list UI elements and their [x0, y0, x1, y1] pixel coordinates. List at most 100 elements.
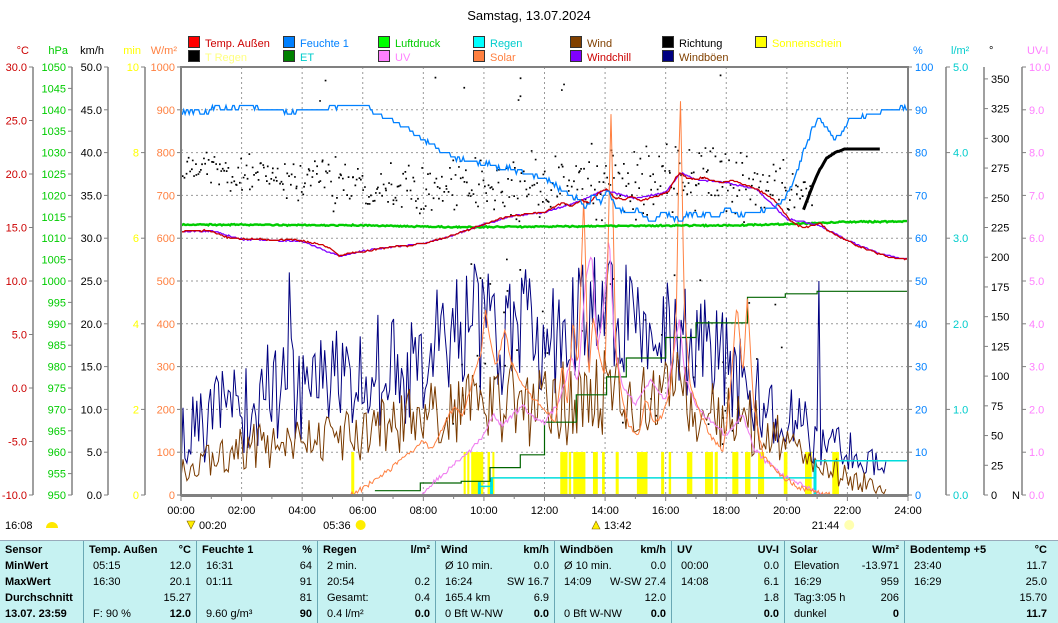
series-uv	[420, 242, 826, 496]
table-group-wind: Wind km/h Ø 10 min. 0.0 16:24 SW 16.7 165.4 km…	[436, 541, 555, 623]
legend-swatch-temp-au-en	[188, 36, 200, 48]
svg-text:15.0: 15.0	[81, 362, 102, 374]
legend-label: Solar	[490, 52, 516, 64]
svg-text:°C: °C	[17, 45, 29, 57]
svg-text:700: 700	[157, 190, 175, 202]
table-row: 1.8	[763, 592, 779, 604]
legend-label: Richtung	[679, 38, 723, 50]
table-row: 16:31 64	[206, 560, 312, 572]
svg-text:300: 300	[991, 133, 1009, 145]
page-title: Samstag, 13.07.2024	[467, 8, 591, 23]
svg-text:hPa: hPa	[48, 45, 68, 57]
x-axis: 00:00 02:00 04:00 06:00 08:00 10:00 12:00 14:00…	[167, 495, 922, 517]
legend-swatch-windb-en	[662, 50, 674, 62]
svg-text:50: 50	[915, 276, 927, 288]
svg-text:40.0: 40.0	[81, 148, 102, 160]
svg-text:70: 70	[915, 190, 927, 202]
series-temp-au-en	[181, 171, 908, 261]
table-group-windb-en: Windböen km/h Ø 10 min. 0.0 14:09 W-SW 27.4 12…	[555, 541, 672, 623]
svg-text:600: 600	[157, 233, 175, 245]
table-row: 16:29 25.0	[914, 576, 1047, 588]
legend-item-windb-en: Windböen	[662, 50, 729, 64]
svg-text:985: 985	[48, 340, 66, 352]
table-row: 20:54 0.2	[327, 576, 430, 588]
legend-swatch-sonnenschein	[755, 36, 767, 48]
svg-text:965: 965	[48, 426, 66, 438]
x-tick-label: 00:00	[167, 505, 195, 517]
svg-text:2.0: 2.0	[953, 319, 968, 331]
legend-swatch-et	[283, 50, 295, 62]
svg-text:250: 250	[991, 193, 1009, 205]
annotation-time: 21:44	[812, 520, 840, 532]
legend-label: Regen	[490, 38, 523, 50]
svg-text:100: 100	[157, 447, 175, 459]
svg-text:100: 100	[915, 62, 933, 74]
svg-text:5.0: 5.0	[87, 447, 102, 459]
svg-text:1025: 1025	[42, 169, 66, 181]
svg-text:10.0: 10.0	[6, 276, 27, 288]
svg-text:275: 275	[991, 163, 1009, 175]
svg-text:1005: 1005	[42, 255, 66, 267]
svg-text:1015: 1015	[42, 212, 66, 224]
svg-text:800: 800	[157, 148, 175, 160]
svg-text:40: 40	[915, 319, 927, 331]
table-group-header: Wind km/h	[441, 544, 549, 556]
svg-text:7.0: 7.0	[1029, 190, 1044, 202]
table-row: 0 Bft W-NW 0.0	[445, 608, 549, 620]
x-tick-label: 20:00	[773, 505, 801, 517]
svg-text:25.0: 25.0	[6, 116, 27, 128]
table-row: 16:30 20.1	[93, 576, 191, 588]
x-tick-label: 24:00	[894, 505, 922, 517]
table-row: 15.70	[1019, 592, 1047, 604]
svg-text:1.0: 1.0	[1029, 447, 1044, 459]
table-row: 14:08 6.1	[681, 576, 779, 588]
svg-text:5.0: 5.0	[953, 62, 968, 74]
svg-text:1020: 1020	[42, 190, 66, 202]
moonset-arrow-icon	[186, 520, 196, 530]
svg-text:980: 980	[48, 362, 66, 374]
table-row-label: 13.07. 23:59	[5, 608, 67, 620]
legend-label: T Regen	[205, 52, 247, 64]
svg-text:6.0: 6.0	[1029, 233, 1044, 245]
table-row: 2 min.	[327, 560, 357, 572]
svg-text:-10.0: -10.0	[2, 490, 27, 502]
table-row: F: 90 % 12.0	[93, 608, 191, 620]
svg-text:900: 900	[157, 105, 175, 117]
x-tick-label: 08:00	[410, 505, 438, 517]
svg-text:5.0: 5.0	[12, 330, 27, 342]
legend-swatch-wind	[570, 36, 582, 48]
svg-text:20.0: 20.0	[6, 169, 27, 181]
legend-swatch-windchill	[570, 50, 582, 62]
svg-text:80: 80	[915, 148, 927, 160]
table-row: Ø 10 min. 0.0	[445, 560, 549, 572]
svg-text:4.0: 4.0	[953, 148, 968, 160]
x-tick-label: 12:00	[531, 505, 559, 517]
moonrise-arrow-icon	[591, 520, 601, 530]
x-tick-label: 02:00	[228, 505, 256, 517]
svg-text:%: %	[913, 45, 923, 57]
svg-text:995: 995	[48, 297, 66, 309]
svg-text:0.0: 0.0	[953, 490, 968, 502]
svg-text:1010: 1010	[42, 233, 66, 245]
svg-text:20.0: 20.0	[81, 319, 102, 331]
weather-chart-svg: °C-10.0-5.00.05.010.015.020.025.030.0hPa…	[2, 45, 1051, 532]
svg-text:500: 500	[157, 276, 175, 288]
sun-icon	[355, 520, 366, 530]
svg-text:5.0: 5.0	[1029, 276, 1044, 288]
legend-item-sonnenschein: Sonnenschein	[755, 36, 842, 50]
legend-item-wind: Wind	[570, 36, 612, 50]
table-row: 9.60 g/m³ 90	[206, 608, 312, 620]
svg-text:6: 6	[133, 233, 139, 245]
table-group-bodentemp-5: Bodentemp +5 °C 23:40 11.7 16:29 25.0 15.70 11.…	[905, 541, 1052, 623]
series-richtung-dots	[181, 74, 813, 445]
legend-swatch-luftdruck	[378, 36, 390, 48]
svg-text:1040: 1040	[42, 105, 66, 117]
svg-text:45.0: 45.0	[81, 105, 102, 117]
svg-text:15.0: 15.0	[6, 223, 27, 235]
table-row: 165.4 km 6.9	[445, 592, 549, 604]
svg-text:W/m²: W/m²	[151, 45, 178, 57]
svg-text:60: 60	[915, 233, 927, 245]
plot-series	[181, 74, 908, 496]
legend-label: Sonnenschein	[772, 38, 842, 50]
table-group-temp-au-en: Temp. Außen °C 05:15 12.0 16:30 20.1 15.27 F: 9…	[84, 541, 197, 623]
